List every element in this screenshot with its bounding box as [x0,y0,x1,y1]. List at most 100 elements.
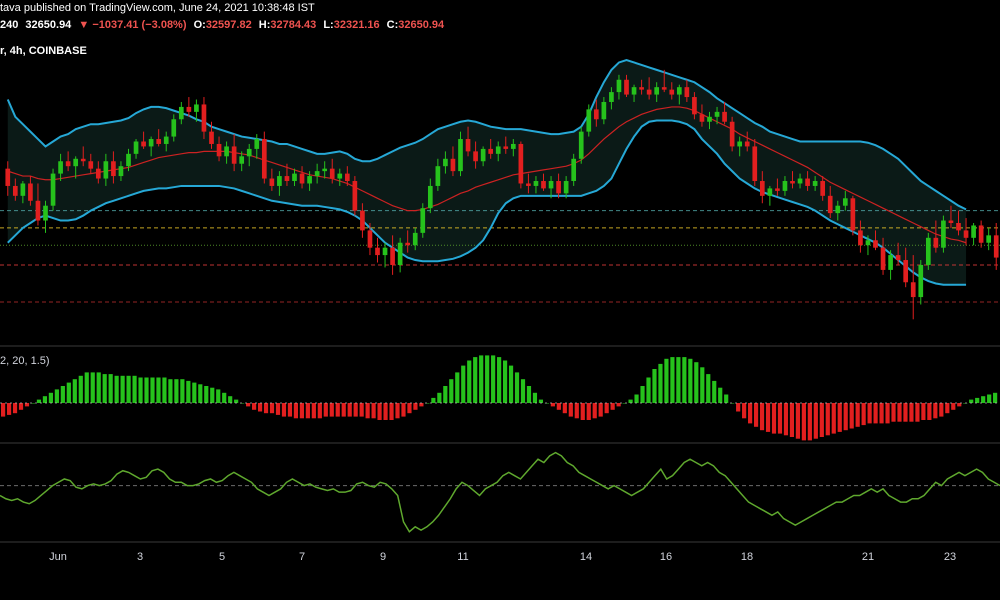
histogram-bar [311,403,316,419]
candle-body [903,260,909,283]
histogram-bar [473,357,478,403]
bollinger-lower-line [7,119,967,286]
candle-body [729,121,735,147]
candle-body [171,119,177,137]
candle-body [420,208,426,233]
histogram-bar [765,403,771,432]
candle-body [103,161,109,179]
histogram-bar [120,375,125,403]
histogram-bar [915,403,920,422]
candle-body [141,141,146,147]
candle-body [676,87,682,95]
candle-body [118,166,124,177]
candle-body [435,166,441,186]
candle-body [480,148,486,162]
candle-body [646,89,652,95]
histogram-bar [550,403,555,407]
histogram-bar [407,403,412,414]
histogram-bar [180,379,185,403]
candle-body [752,146,758,182]
histogram-bar [825,403,830,436]
histogram-bar [36,399,42,403]
x-tick-label: 16 [659,551,673,563]
histogram-bar [801,403,806,441]
histogram-bar [60,386,65,403]
candle-body [571,158,577,182]
histogram-bar [18,403,24,410]
candle-body [842,198,848,206]
histogram-bar [867,403,872,424]
candle-body [858,230,863,246]
histogram-bar [879,403,884,424]
histogram-bar [467,360,472,403]
candle-body [314,171,320,177]
candle-body [43,205,48,221]
candle-body [563,181,569,194]
histogram-bar [246,403,251,407]
candle-body [443,158,448,167]
candle-body [88,161,94,169]
histogram-bar [909,403,914,422]
histogram-bar [855,403,860,427]
candle-body [941,220,946,248]
histogram-bar [646,377,651,403]
histogram-bar [210,387,215,403]
candle-body [465,139,471,152]
candle-body [12,185,18,196]
histogram-bar [383,403,388,420]
x-tick-label: 23 [943,551,957,563]
candle-body [427,185,433,209]
histogram-bar [293,403,299,419]
candle-body [80,158,86,162]
histogram-bar [891,403,896,422]
candle-body [888,255,893,270]
histogram-bar [30,403,36,404]
candle-body [895,255,901,261]
histogram-bar [6,403,12,415]
histogram-bar [234,399,239,403]
high-value: 32784.43 [270,19,317,31]
histogram-bar [419,403,424,407]
histogram-bar [526,386,532,403]
candle-body [548,181,554,189]
histogram-bar [975,397,980,403]
histogram-bar [251,403,257,410]
candle-body [918,264,924,298]
histogram-bar [341,403,346,417]
histogram-bar [126,375,131,403]
histogram-bar [658,363,663,403]
histogram-bar [730,403,735,404]
x-tick-label: 18 [740,551,754,563]
histogram-bar [1,403,6,417]
histogram-bar [849,403,854,429]
histogram-bar [939,403,944,417]
candle-body [344,173,350,182]
histogram-bar [921,403,926,420]
candle-body [156,139,162,144]
histogram-bar [269,403,275,414]
candle-body [73,158,79,167]
candle-body [609,92,614,102]
candle-body [699,114,705,122]
histogram-bar [586,403,591,420]
candle-body [337,173,343,179]
low-value: 32321.16 [333,19,380,31]
candle-body [820,181,826,196]
candle-body [654,87,660,95]
candle-body [910,282,916,298]
candle-body [805,178,810,186]
histogram-bar [981,396,986,403]
histogram-bar [592,403,597,419]
candle-body [299,173,305,184]
candle-body [360,210,365,231]
open-label: O: [193,19,206,31]
candle-body [352,181,358,211]
candle-body [382,247,388,256]
close-label: C: [386,19,399,31]
histogram-bar [78,375,83,403]
x-tick-label: 14 [579,551,593,563]
published-info: published on TradingView.com, June 24, 2… [23,2,315,14]
histogram-bar [72,379,77,403]
candle-body [50,173,56,206]
candle-body [971,225,976,238]
